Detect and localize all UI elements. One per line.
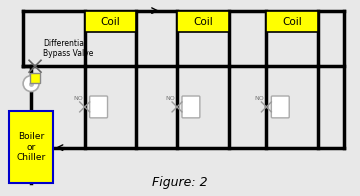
Text: NO: NO	[165, 96, 175, 101]
FancyBboxPatch shape	[90, 96, 108, 118]
Text: Coil: Coil	[101, 16, 120, 26]
Text: Differential
Bypass Valve: Differential Bypass Valve	[43, 39, 93, 58]
Text: Boiler
or
Chiller: Boiler or Chiller	[17, 132, 46, 162]
Bar	[177, 11, 229, 33]
Bar	[266, 11, 318, 33]
Text: NO: NO	[255, 96, 264, 101]
Bar	[30, 73, 40, 83]
Text: Coil: Coil	[282, 16, 302, 26]
FancyBboxPatch shape	[271, 96, 289, 118]
Text: Figure: 2: Figure: 2	[152, 176, 208, 189]
Bar	[9, 111, 53, 183]
Text: NO: NO	[73, 96, 83, 101]
Circle shape	[23, 76, 39, 92]
Text: Coil: Coil	[193, 16, 213, 26]
Bar	[85, 11, 136, 33]
FancyBboxPatch shape	[182, 96, 200, 118]
